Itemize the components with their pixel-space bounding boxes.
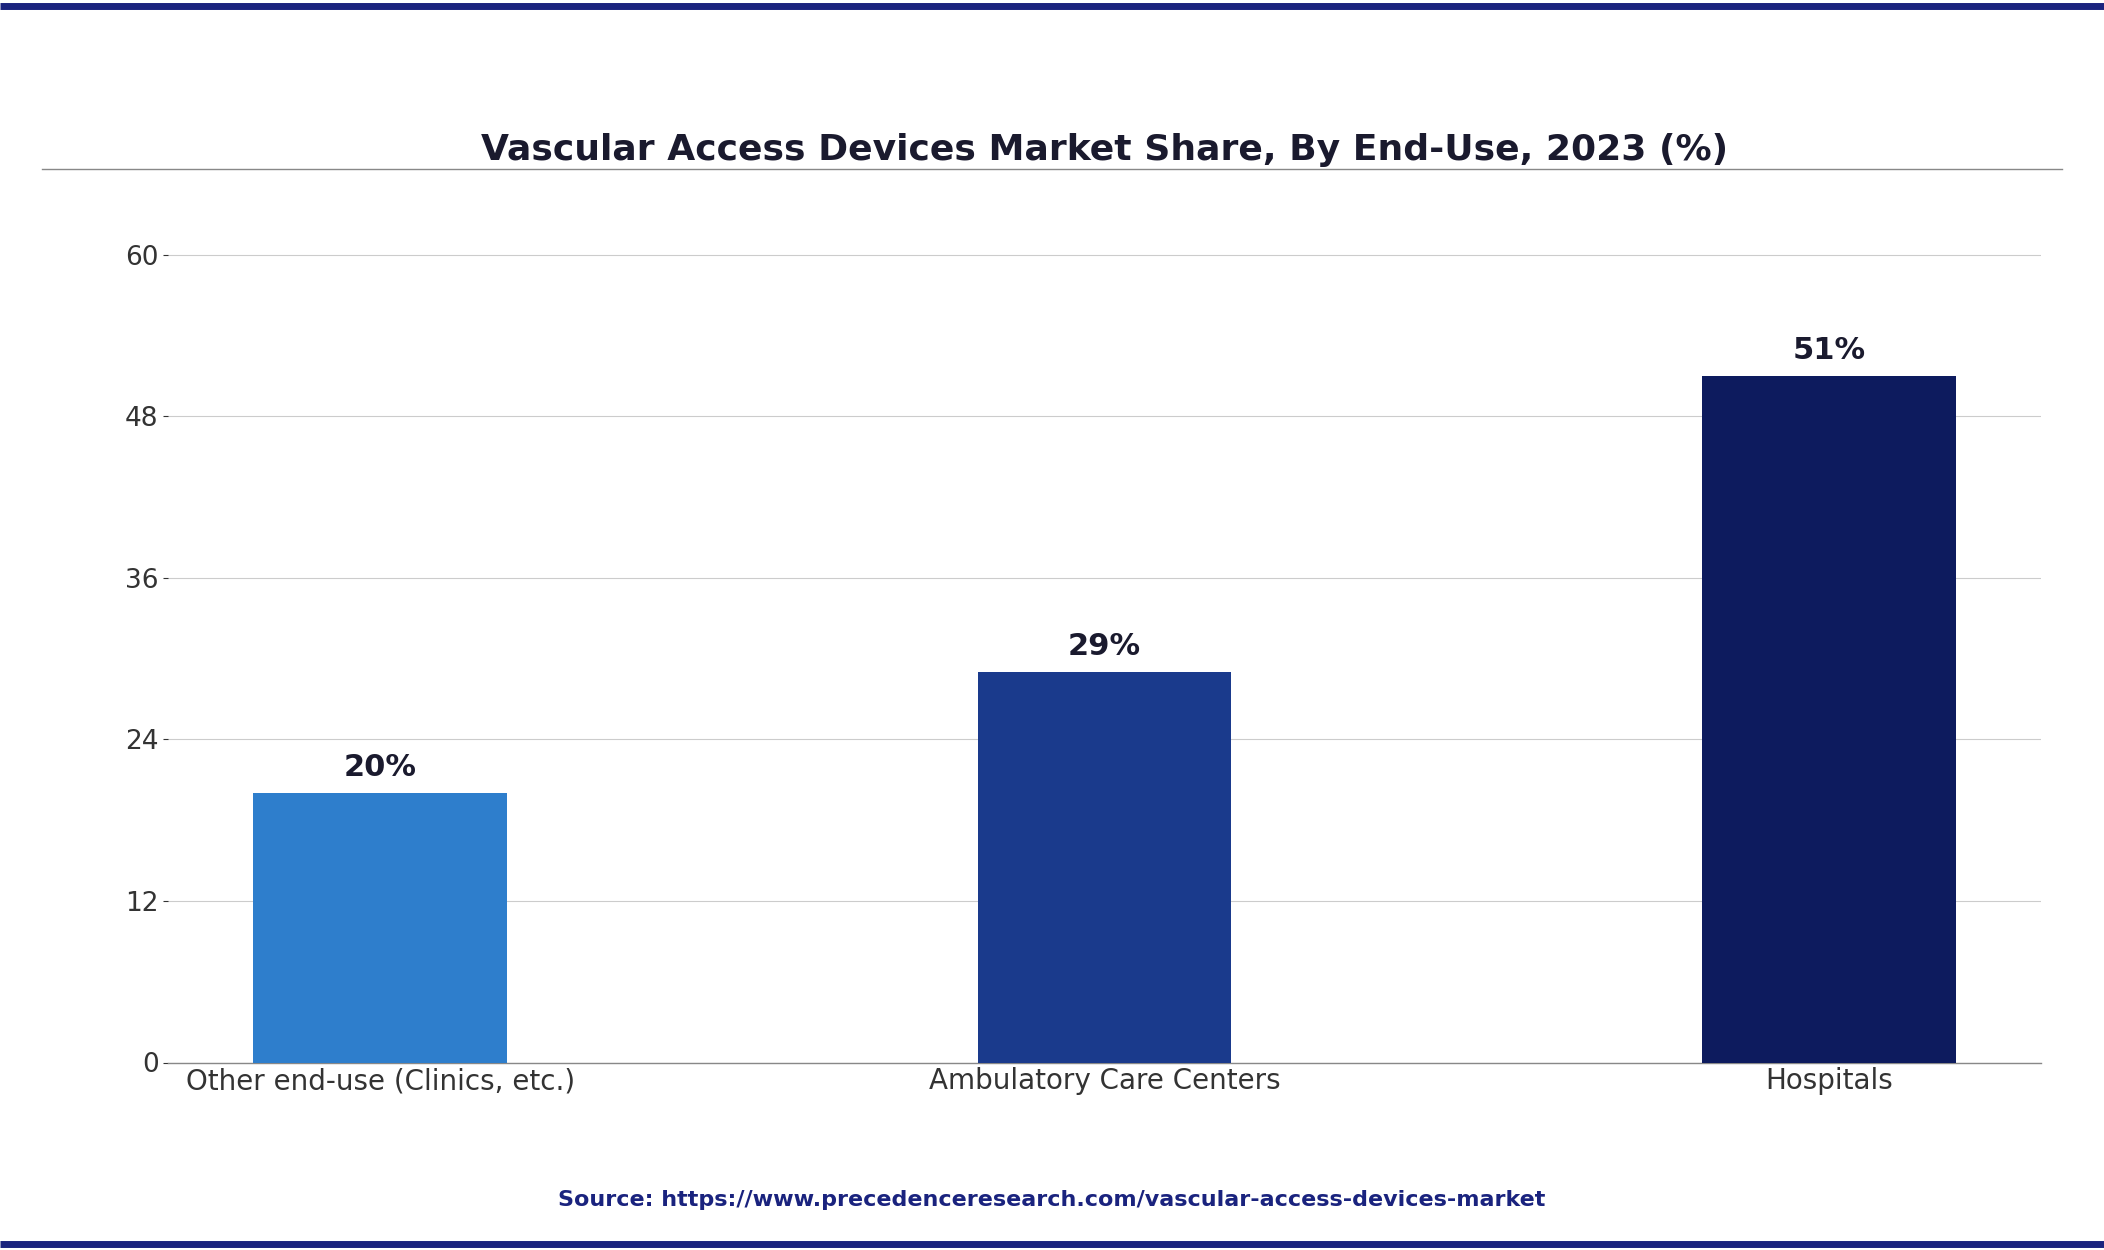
Text: 51%: 51% [1793, 336, 1866, 365]
Bar [252, 794, 507, 1062]
Title: Vascular Access Devices Market Share, By End-Use, 2023 (%): Vascular Access Devices Market Share, By… [482, 132, 1727, 166]
Bar [1702, 376, 1957, 1062]
Text: 29%: 29% [1069, 632, 1140, 661]
Text: Source: https://www.precedenceresearch.com/vascular-access-devices-market: Source: https://www.precedenceresearch.c… [558, 1190, 1546, 1210]
Bar [978, 672, 1231, 1062]
Text: 20%: 20% [343, 754, 417, 782]
